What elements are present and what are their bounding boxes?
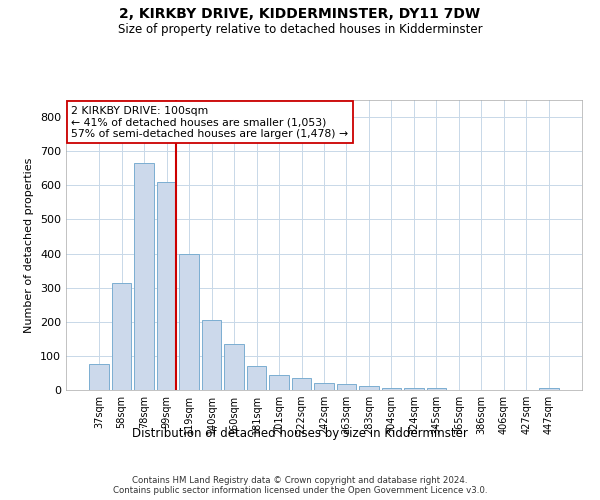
Bar	[427, 388, 446, 390]
Text: 2 KIRKBY DRIVE: 100sqm
← 41% of detached houses are smaller (1,053)
57% of semi-: 2 KIRKBY DRIVE: 100sqm ← 41% of detached…	[71, 106, 348, 139]
Bar	[404, 388, 424, 390]
Bar	[269, 374, 289, 390]
Text: Distribution of detached houses by size in Kidderminster: Distribution of detached houses by size …	[132, 428, 468, 440]
Bar	[134, 163, 154, 390]
Bar	[112, 282, 131, 390]
Bar	[292, 378, 311, 390]
Y-axis label: Number of detached properties: Number of detached properties	[25, 158, 34, 332]
Bar	[202, 320, 221, 390]
Bar	[539, 388, 559, 390]
Bar	[89, 364, 109, 390]
Bar	[157, 182, 176, 390]
Bar	[359, 386, 379, 390]
Bar	[179, 254, 199, 390]
Bar	[382, 388, 401, 390]
Bar	[314, 383, 334, 390]
Bar	[247, 366, 266, 390]
Text: Size of property relative to detached houses in Kidderminster: Size of property relative to detached ho…	[118, 22, 482, 36]
Text: 2, KIRKBY DRIVE, KIDDERMINSTER, DY11 7DW: 2, KIRKBY DRIVE, KIDDERMINSTER, DY11 7DW	[119, 8, 481, 22]
Text: Contains HM Land Registry data © Crown copyright and database right 2024.
Contai: Contains HM Land Registry data © Crown c…	[113, 476, 487, 495]
Bar	[337, 384, 356, 390]
Bar	[224, 344, 244, 390]
